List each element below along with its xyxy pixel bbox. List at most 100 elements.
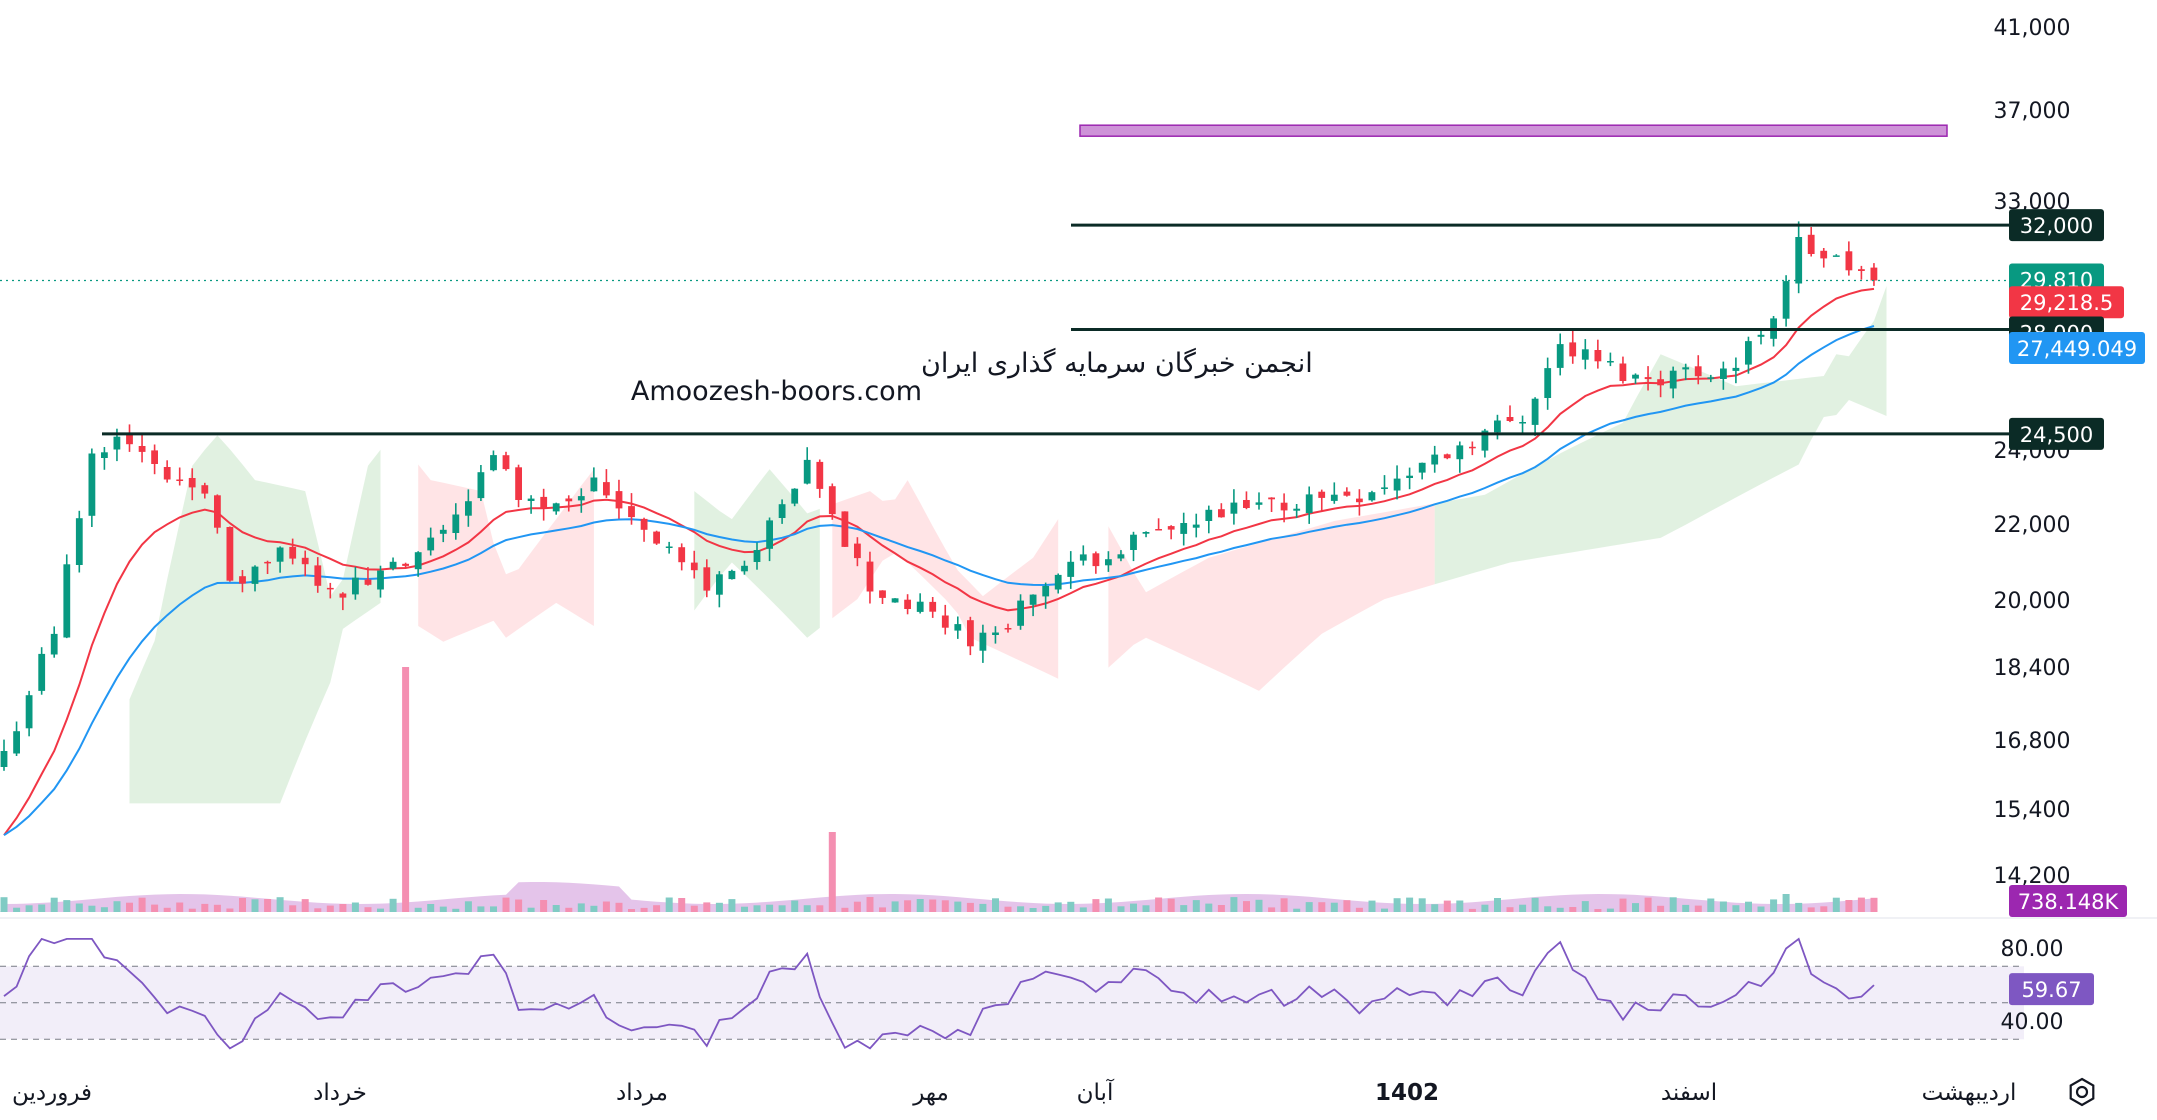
candle — [427, 527, 435, 556]
candle — [88, 448, 96, 527]
level-badge-32000-bg — [2009, 209, 2104, 242]
price-tick-label: 41,000 — [1994, 16, 2071, 41]
candle-body — [854, 543, 861, 559]
volume-bar — [1682, 904, 1690, 912]
candle — [1330, 482, 1338, 504]
candle-body — [1255, 502, 1263, 505]
candle — [1192, 513, 1200, 538]
candle — [527, 495, 535, 514]
candle — [276, 546, 284, 573]
volume-bar — [239, 898, 246, 912]
candle — [1054, 573, 1062, 594]
volume-badge-bg — [2009, 885, 2127, 917]
candle — [929, 597, 937, 618]
candle — [465, 489, 472, 527]
volume-bar — [490, 906, 497, 912]
candle-body — [1180, 523, 1188, 534]
ema-fast-badge-text: 29,218.5 — [2020, 291, 2114, 315]
candle — [1017, 594, 1024, 630]
candle — [665, 541, 673, 554]
volume-bar — [1318, 902, 1326, 912]
candle-body — [841, 511, 849, 547]
volume-bar — [1694, 905, 1702, 912]
volume-bar — [63, 900, 71, 912]
candle-body — [1004, 628, 1012, 630]
volume-bar — [1657, 905, 1665, 912]
volume-bar — [1857, 897, 1865, 912]
candle-body — [226, 527, 234, 581]
candle — [1456, 441, 1464, 473]
candle-body — [640, 518, 648, 530]
candle-body — [113, 436, 121, 450]
candle — [138, 435, 146, 463]
candle-body — [992, 632, 999, 635]
candle-body — [1042, 586, 1050, 597]
volume-bar — [853, 901, 861, 912]
candle — [364, 567, 372, 586]
candle — [828, 483, 836, 520]
candle — [402, 562, 409, 568]
candle — [1594, 339, 1602, 369]
volume-bars — [0, 667, 1878, 912]
volume-bar — [753, 905, 761, 912]
volume-bar — [1443, 900, 1451, 912]
candle-body — [1870, 267, 1878, 281]
candle-body — [690, 562, 698, 571]
candle — [1632, 373, 1639, 384]
candle — [967, 616, 974, 656]
candle-body — [791, 488, 799, 504]
volume-bar — [213, 904, 221, 912]
volume-bar — [414, 907, 422, 912]
rsi-badge-text: 59.67 — [2021, 978, 2081, 1002]
rsi-pane — [0, 917, 2157, 1050]
volume-bar — [1230, 897, 1238, 912]
candle-body — [1531, 398, 1539, 425]
settings-gear-icon[interactable] — [2069, 1077, 2095, 1107]
candle — [1795, 221, 1803, 294]
volume-bar — [1719, 901, 1727, 912]
volume-bar — [1544, 906, 1552, 912]
ema-fast-line — [3, 287, 1875, 836]
candle — [1845, 241, 1853, 276]
volume-bar — [552, 905, 560, 912]
time-label: فروردین — [12, 1080, 92, 1106]
cloud-segment — [832, 480, 1059, 679]
volume-bar — [1167, 898, 1175, 912]
candle — [1029, 594, 1037, 617]
candle — [992, 626, 999, 644]
candle — [439, 524, 447, 543]
volume-bar — [1832, 897, 1840, 912]
candle-body — [239, 576, 246, 584]
candle — [1694, 355, 1702, 385]
volume-bar — [653, 905, 661, 912]
candle — [916, 593, 924, 614]
candle — [615, 479, 623, 519]
candle-body — [891, 598, 899, 603]
candle — [1406, 467, 1413, 490]
volume-bar — [1732, 905, 1740, 912]
candle-body — [490, 455, 497, 471]
volume-bar — [1406, 897, 1414, 912]
volume-bar — [1330, 902, 1338, 912]
candle — [1556, 333, 1564, 376]
candle-body — [615, 491, 623, 509]
volume-bar — [1770, 899, 1778, 912]
volume-bar — [1468, 908, 1476, 912]
volume-bar — [577, 903, 585, 912]
volume-bar — [1343, 900, 1351, 912]
candle — [753, 542, 761, 570]
candle — [1820, 248, 1828, 268]
candle-body — [527, 498, 535, 501]
candle — [640, 517, 648, 542]
candle-body — [352, 577, 359, 595]
volume-bar — [163, 907, 171, 912]
candle-body — [1807, 234, 1815, 254]
candle — [490, 450, 497, 472]
candle — [653, 530, 660, 545]
candle-body — [1694, 366, 1702, 377]
candle-body — [703, 567, 711, 591]
candle — [1531, 397, 1539, 436]
volume-bar — [1381, 908, 1388, 912]
candle — [816, 459, 824, 498]
